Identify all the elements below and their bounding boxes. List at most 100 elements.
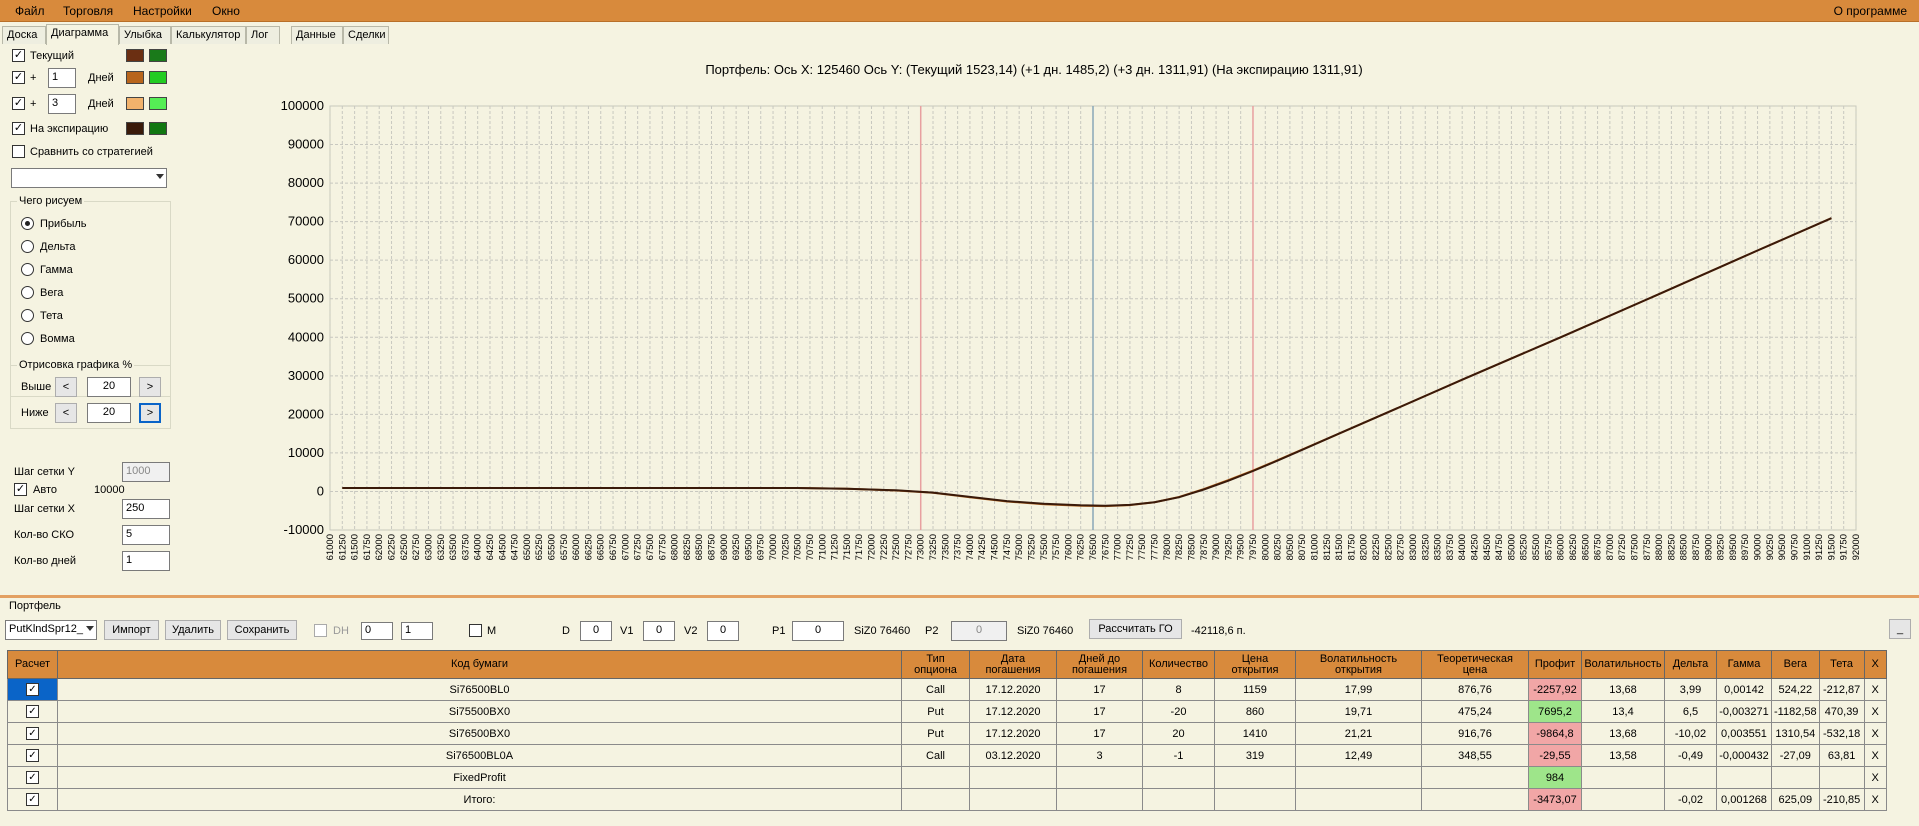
calculate-go-button[interactable]: Рассчитать ГО	[1089, 619, 1182, 639]
splitter[interactable]	[0, 595, 1919, 598]
col-qty[interactable]: Количество	[1142, 650, 1215, 679]
table-row[interactable]: ✓ Si75500BX0 Put 17.12.2020 17 -20 860 19,71 475…	[7, 700, 1887, 723]
dh-spin-2[interactable]: 1	[401, 622, 433, 640]
row-calc-checkbox[interactable]: ✓	[26, 793, 39, 806]
save-button[interactable]: Сохранить	[227, 620, 297, 640]
menu-about[interactable]: О программе	[1833, 4, 1907, 18]
m-checkbox[interactable]	[469, 624, 482, 637]
row-calc-cell[interactable]: ✓	[7, 678, 58, 701]
table-row[interactable]: ✓ FixedProfit 984 X	[7, 766, 1887, 789]
menu-window[interactable]: Окно	[212, 4, 240, 18]
tab-diagram[interactable]: Диаграмма	[46, 24, 119, 45]
expiry-color-swatch-2[interactable]	[149, 122, 167, 135]
row-calc-cell[interactable]: ✓	[7, 744, 58, 767]
tab-data[interactable]: Данные	[291, 26, 343, 44]
payoff-chart[interactable]: Портфель: Ось X: 125460 Ось Y: (Текущий …	[180, 44, 1919, 584]
below-decrease-button[interactable]: <	[55, 403, 77, 423]
row-calc-cell[interactable]: ✓	[7, 722, 58, 745]
above-decrease-button[interactable]: <	[55, 377, 77, 397]
col-theor[interactable]: Теоретическая цена	[1421, 650, 1529, 679]
tab-deals[interactable]: Сделки	[343, 26, 389, 44]
cell-x[interactable]: X	[1863, 744, 1887, 767]
row-calc-cell[interactable]: ✓	[7, 788, 58, 811]
cell-x[interactable]: X	[1863, 678, 1887, 701]
expiry-color-swatch[interactable]	[126, 122, 144, 135]
radio-delta[interactable]	[21, 240, 34, 253]
sko-input[interactable]: 5	[122, 525, 170, 545]
delete-button[interactable]: Удалить	[165, 620, 221, 640]
cell-x[interactable]: X	[1863, 766, 1887, 789]
d-input[interactable]: 0	[580, 621, 612, 641]
radio-vomma[interactable]	[21, 332, 34, 345]
col-date[interactable]: Дата погашения	[969, 650, 1057, 679]
above-increase-button[interactable]: >	[139, 377, 161, 397]
cell-x[interactable]: X	[1863, 788, 1887, 811]
days3-color-swatch-2[interactable]	[149, 97, 167, 110]
tab-smile[interactable]: Улыбка	[119, 26, 171, 44]
collapse-button[interactable]: _	[1889, 619, 1911, 639]
col-calc[interactable]: Расчет	[7, 650, 58, 679]
expiry-checkbox[interactable]: ✓	[12, 122, 25, 135]
radio-gamma[interactable]	[21, 263, 34, 276]
days-count-input[interactable]: 1	[122, 551, 170, 571]
table-row[interactable]: ✓ Si76500BL0A Call 03.12.2020 3 -1 319 12,49 348…	[7, 744, 1887, 767]
table-row[interactable]: ✓ Итого: -3473,07 -0,02 0,001268 625,09 -210,8…	[7, 788, 1887, 811]
dh-spin-1[interactable]: 0	[361, 622, 393, 640]
days1-input[interactable]: 1	[48, 68, 76, 88]
days3-input[interactable]: 3	[48, 94, 76, 114]
menu-settings[interactable]: Настройки	[133, 4, 192, 18]
current-checkbox[interactable]: ✓	[12, 49, 25, 62]
col-vol[interactable]: Волатильность	[1581, 650, 1665, 679]
auto-checkbox[interactable]: ✓	[14, 483, 27, 496]
col-profit[interactable]: Профит	[1528, 650, 1582, 679]
below-increase-button[interactable]: >	[139, 403, 161, 423]
grid-x-input[interactable]: 250	[122, 499, 170, 519]
cell-x[interactable]: X	[1863, 722, 1887, 745]
p1-input[interactable]: 0	[792, 621, 844, 641]
v2-input[interactable]: 0	[707, 621, 739, 641]
menu-file[interactable]: Файл	[15, 4, 45, 18]
grid-y-input[interactable]: 1000	[122, 462, 170, 482]
tab-log[interactable]: Лог	[246, 26, 280, 44]
radio-profit[interactable]	[21, 217, 34, 230]
days1-color-swatch-2[interactable]	[149, 71, 167, 84]
days3-checkbox[interactable]: ✓	[12, 97, 25, 110]
radio-vega[interactable]	[21, 286, 34, 299]
table-row[interactable]: ✓ Si76500BL0 Call 17.12.2020 17 8 1159 17,99 876…	[7, 678, 1887, 701]
cell-x[interactable]: X	[1863, 700, 1887, 723]
col-days[interactable]: Дней до погашения	[1056, 650, 1143, 679]
col-vega[interactable]: Вега	[1771, 650, 1820, 679]
v1-input[interactable]: 0	[643, 621, 675, 641]
table-row[interactable]: ✓ Si76500BX0 Put 17.12.2020 17 20 1410 21,21 916…	[7, 722, 1887, 745]
radio-theta[interactable]	[21, 309, 34, 322]
col-code[interactable]: Код бумаги	[57, 650, 902, 679]
row-calc-checkbox[interactable]: ✓	[26, 705, 39, 718]
days3-color-swatch[interactable]	[126, 97, 144, 110]
menu-trading[interactable]: Торговля	[63, 4, 114, 18]
days1-color-swatch[interactable]	[126, 71, 144, 84]
import-button[interactable]: Импорт	[104, 620, 159, 640]
row-calc-checkbox[interactable]: ✓	[26, 727, 39, 740]
below-input[interactable]: 20	[87, 403, 131, 423]
row-calc-checkbox[interactable]: ✓	[26, 749, 39, 762]
p2-input[interactable]: 0	[951, 621, 1007, 641]
days1-checkbox[interactable]: ✓	[12, 71, 25, 84]
current-color-swatch-2[interactable]	[149, 49, 167, 62]
col-vol-open[interactable]: Волатильность открытия	[1295, 650, 1422, 679]
col-theta[interactable]: Тета	[1818, 650, 1865, 679]
col-type[interactable]: Тип опциона	[901, 650, 970, 679]
col-price[interactable]: Цена открытия	[1214, 650, 1296, 679]
row-calc-checkbox[interactable]: ✓	[26, 683, 39, 696]
strategy-select[interactable]: PutKlndSpr12_	[5, 620, 97, 640]
col-gamma[interactable]: Гамма	[1716, 650, 1772, 679]
col-x[interactable]: X	[1863, 650, 1887, 679]
compare-strategy-select[interactable]	[11, 168, 167, 188]
row-calc-cell[interactable]: ✓	[7, 700, 58, 723]
dh-checkbox[interactable]	[314, 624, 327, 637]
tab-calculator[interactable]: Калькулятор	[171, 26, 246, 44]
row-calc-checkbox[interactable]: ✓	[26, 771, 39, 784]
current-color-swatch[interactable]	[126, 49, 144, 62]
compare-checkbox[interactable]	[12, 145, 25, 158]
tab-board[interactable]: Доска	[2, 26, 46, 44]
row-calc-cell[interactable]: ✓	[7, 766, 58, 789]
